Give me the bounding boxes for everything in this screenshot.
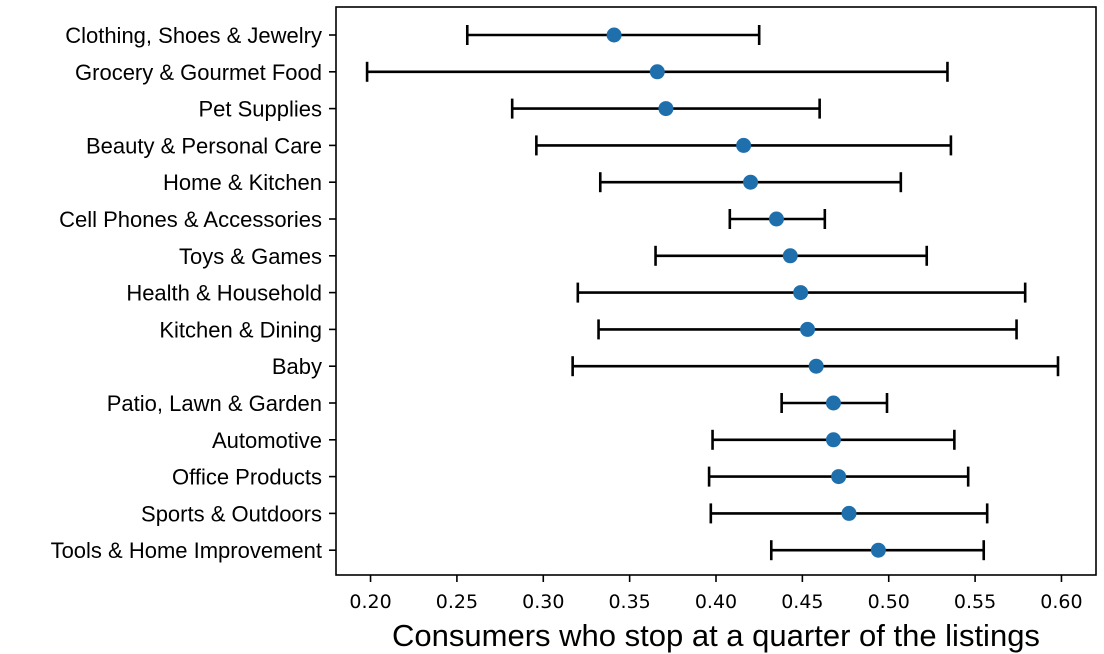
mean-point xyxy=(793,285,809,301)
mean-point xyxy=(800,321,816,337)
category-label: Office Products xyxy=(172,465,322,490)
x-tick-label: 0.45 xyxy=(781,591,823,613)
plot-frame xyxy=(335,6,1097,576)
category-label: Clothing, Shoes & Jewelry xyxy=(65,23,322,48)
mean-point xyxy=(658,101,674,117)
category-label: Kitchen & Dining xyxy=(159,317,322,342)
mean-point xyxy=(768,211,784,227)
errorbar-layer xyxy=(365,25,1060,561)
x-ticks: 0.20 0.25 0.30 0.35 0.40 0.45 0.50 0.55 0.60 xyxy=(349,575,1083,613)
mean-point xyxy=(825,395,841,411)
category-labels: Clothing, Shoes & Jewelry Grocery & Gourm… xyxy=(51,23,336,563)
category-label: Grocery & Gourmet Food xyxy=(75,60,322,85)
category-label: Tools & Home Improvement xyxy=(51,538,322,563)
x-axis-title: Consumers who stop at a quarter of the l… xyxy=(392,618,1040,653)
category-label: Beauty & Personal Care xyxy=(86,133,322,158)
x-tick-label: 0.50 xyxy=(868,591,910,613)
mean-point xyxy=(841,505,857,521)
x-tick-label: 0.30 xyxy=(522,591,564,613)
mean-point xyxy=(743,174,759,190)
x-tick-label: 0.25 xyxy=(436,591,478,613)
category-label: Health & Household xyxy=(126,281,322,306)
category-label: Baby xyxy=(272,354,322,379)
category-label: Automotive xyxy=(212,428,322,453)
mean-point xyxy=(870,542,886,558)
x-tick-label: 0.20 xyxy=(349,591,391,613)
x-tick-label: 0.55 xyxy=(954,591,996,613)
mean-point xyxy=(606,27,622,43)
x-tick-label: 0.60 xyxy=(1040,591,1082,613)
category-label: Cell Phones & Accessories xyxy=(59,207,322,232)
mean-point xyxy=(808,358,824,374)
category-label: Sports & Outdoors xyxy=(141,501,322,526)
category-label: Home & Kitchen xyxy=(163,170,322,195)
mean-point xyxy=(649,64,665,80)
mean-point xyxy=(825,432,841,448)
mean-point xyxy=(782,248,798,264)
category-label: Toys & Games xyxy=(179,244,322,269)
point-layer xyxy=(606,27,886,558)
category-label: Patio, Lawn & Garden xyxy=(107,391,322,416)
mean-point xyxy=(831,469,847,485)
x-tick-label: 0.35 xyxy=(608,591,650,613)
mean-point xyxy=(736,137,752,153)
category-label: Pet Supplies xyxy=(198,97,322,122)
x-tick-label: 0.40 xyxy=(695,591,737,613)
